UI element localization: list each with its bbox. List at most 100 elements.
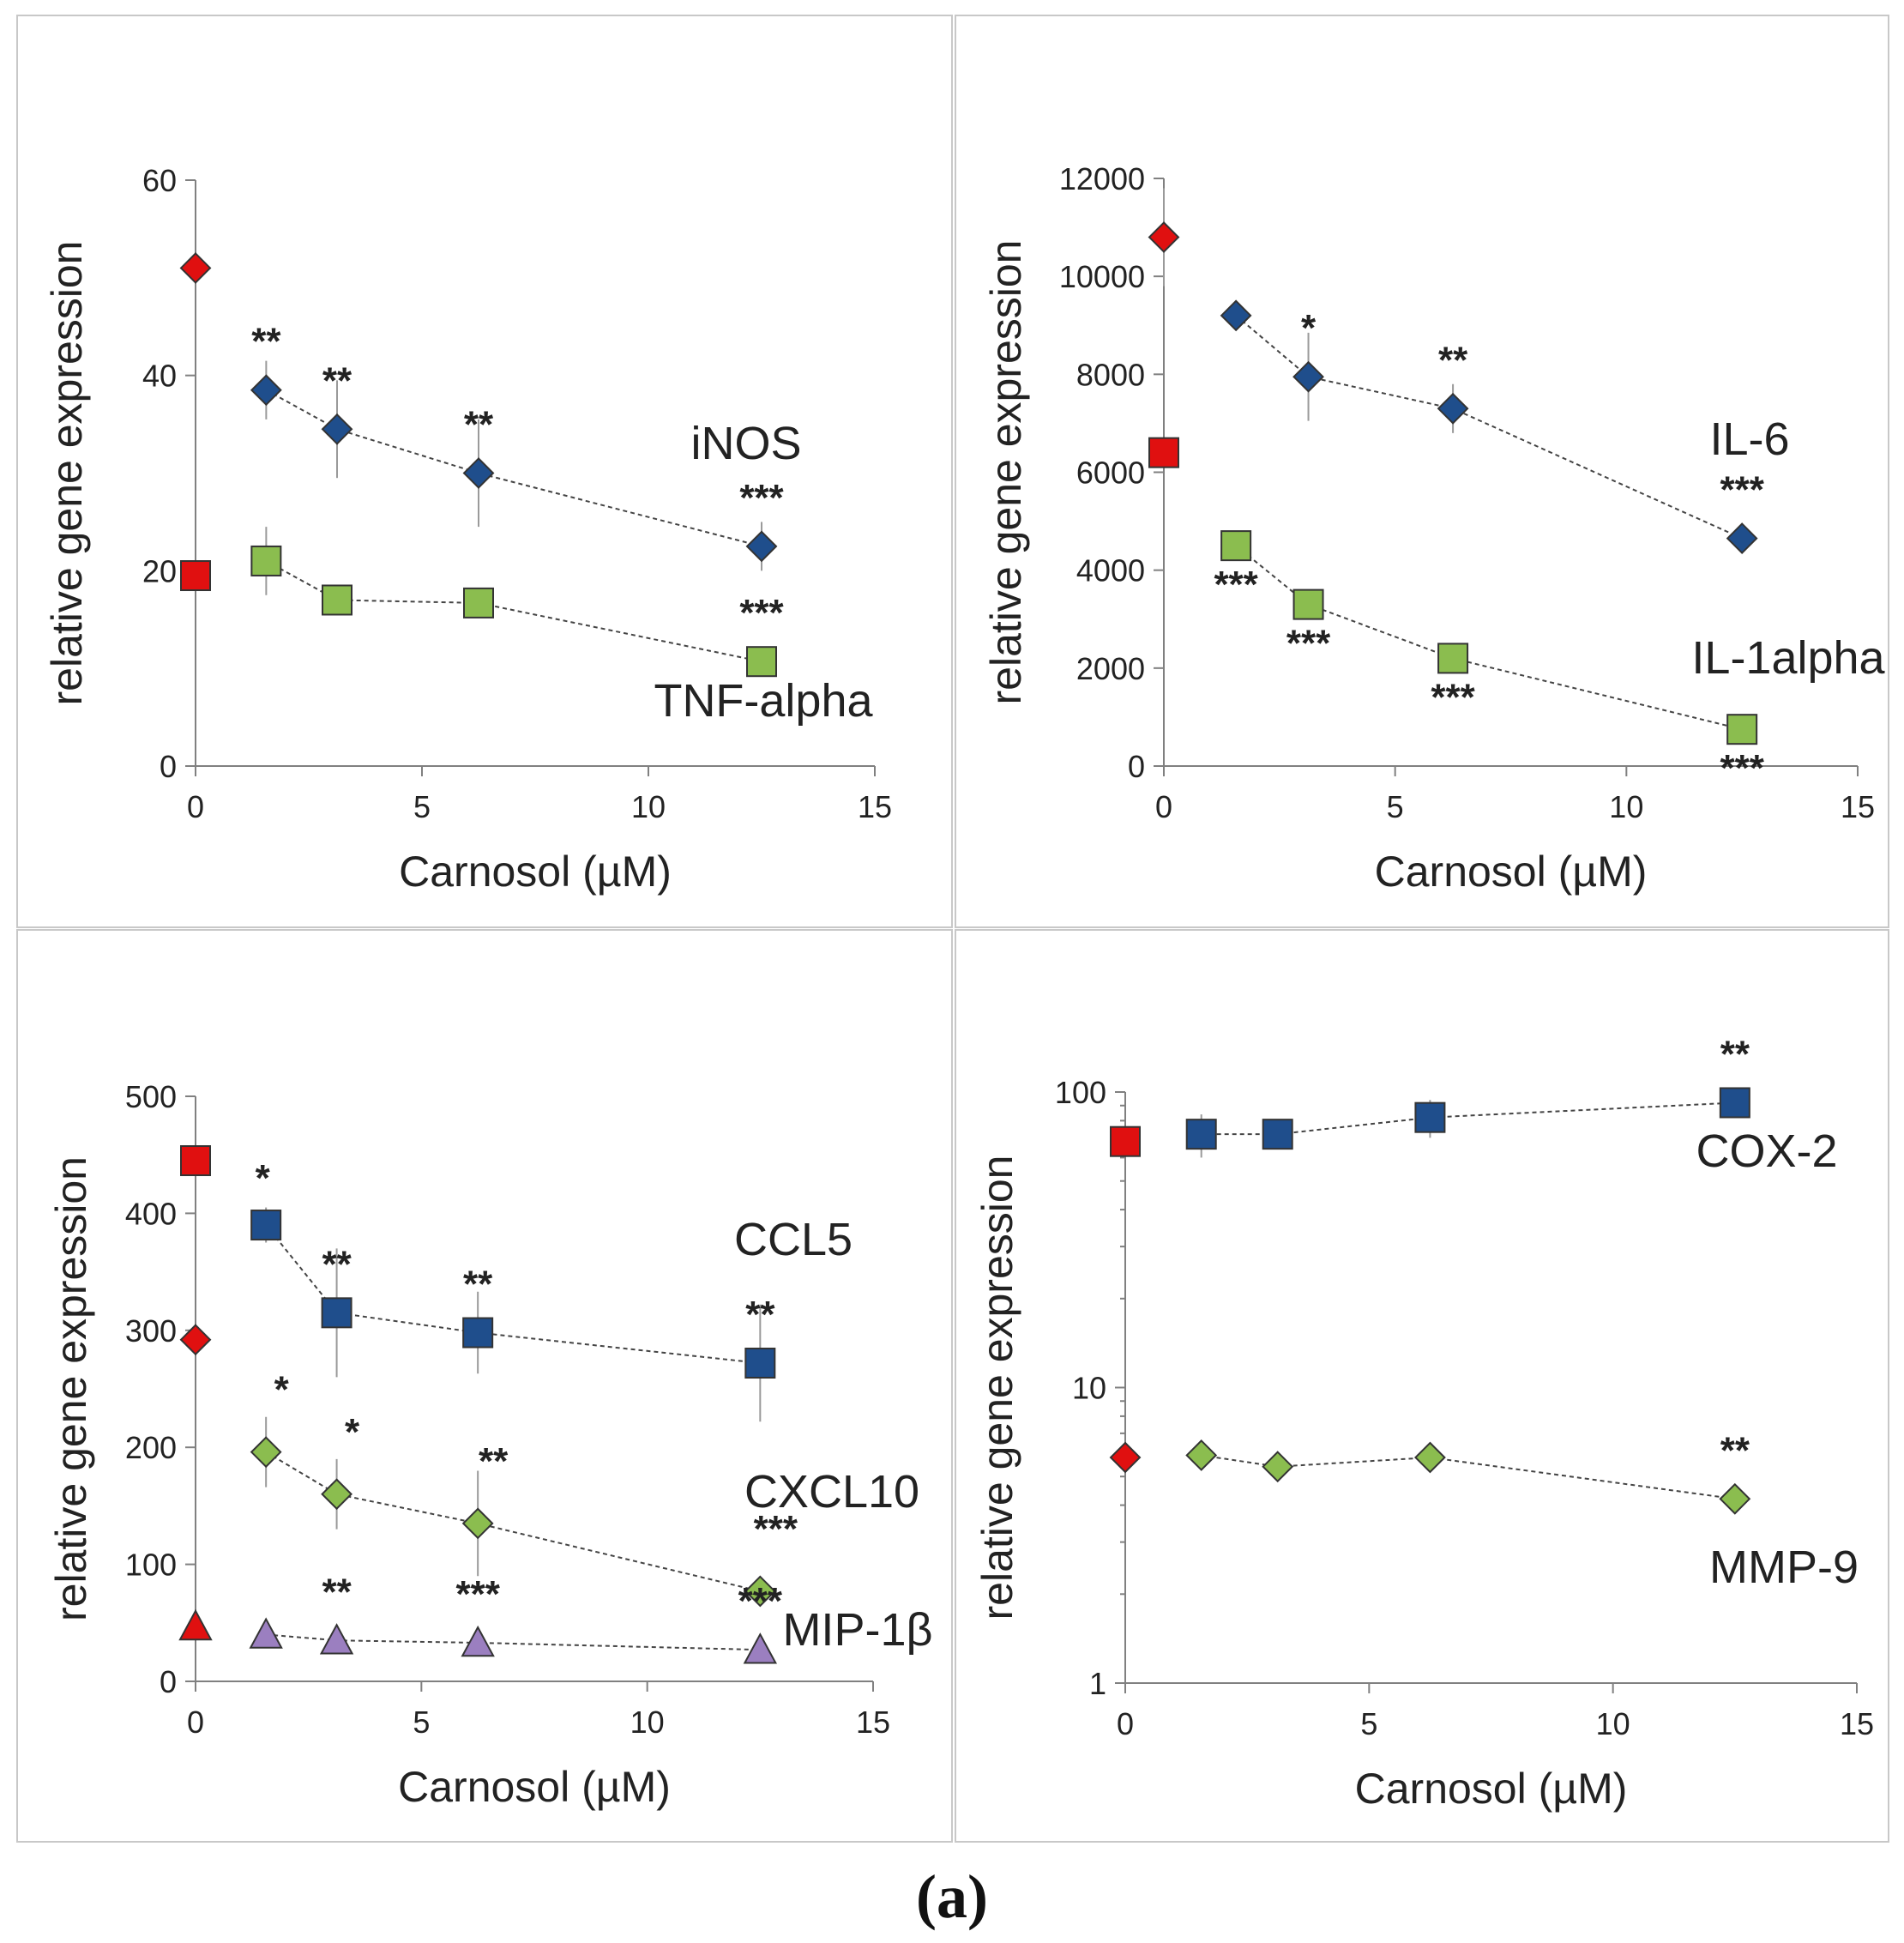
x-tick-label: 10 (1596, 1706, 1630, 1741)
y-axis-title: relative gene expression (973, 1156, 1021, 1620)
x-axis-title: Carnosol (µM) (1355, 1765, 1628, 1813)
data-point (1437, 643, 1469, 674)
panel-frame (955, 15, 1889, 928)
series-tnf-alpha: *** TNF-alpha (180, 527, 874, 727)
y-tick-label: 60 (142, 163, 177, 198)
significance-label: ** (1720, 1033, 1750, 1075)
y-tick-label: 0 (160, 1664, 177, 1699)
y-tick-label: 200 (125, 1430, 177, 1465)
control-point (1110, 1125, 1141, 1157)
y-axis-title: relative gene expression (43, 241, 91, 706)
data-point (249, 1617, 283, 1649)
significance-label: *** (1720, 469, 1764, 511)
series-il-6: ******IL-6 (1148, 188, 1790, 554)
panel-frame (955, 929, 1889, 1843)
y-tick-label: 0 (160, 749, 177, 784)
significance-label: ** (479, 1440, 509, 1482)
control-point (179, 1324, 212, 1356)
significance-label: *** (1286, 623, 1331, 665)
significance-label: ** (1720, 1429, 1750, 1471)
significance-label: ** (322, 359, 352, 401)
significance-label: * (345, 1411, 360, 1453)
significance-label: ** (1438, 339, 1468, 381)
significance-label: * (256, 1157, 271, 1199)
data-point (319, 1623, 354, 1655)
y-tick-label: 40 (142, 359, 177, 394)
panel-inos-tnf: 0 20 40 60 0 5 10 15 Carnosol (µM) relative gene … (16, 15, 953, 928)
data-point (1414, 1441, 1446, 1474)
significance-label: ** (464, 404, 494, 446)
series-line (1201, 1101, 1735, 1136)
x-tick-label: 5 (413, 1705, 430, 1740)
series-label: IL-6 (1709, 413, 1789, 465)
data-point (462, 457, 495, 489)
series-line (265, 1451, 761, 1592)
y-tick-label: 10000 (1059, 259, 1145, 294)
significance-label: *** (754, 1508, 798, 1550)
x-tick-label: 15 (856, 1705, 890, 1740)
y-tick-label: 500 (125, 1079, 177, 1114)
figure: 0 20 40 60 0 5 10 15 Carnosol (µM) relative gene … (16, 15, 1889, 1843)
y-tick-label: 100 (1055, 1075, 1106, 1110)
data-point (250, 374, 282, 407)
x-tick-label: 5 (413, 789, 431, 824)
control-point (180, 1145, 211, 1177)
x-axis-title: Carnosol (µM) (399, 848, 672, 896)
series-ccl5: *** ****CCL5 (180, 1145, 853, 1422)
x-tick-label: 0 (187, 789, 204, 824)
data-point (250, 1436, 282, 1469)
y-tick-label: 10 (1072, 1371, 1106, 1406)
data-point (461, 1507, 494, 1540)
series-line (1235, 545, 1743, 731)
x-tick-label: 0 (187, 1705, 204, 1740)
panel-cox2-mmp9: 1 10 100 0 5 10 15 Carnosol (µM) relative gene e… (955, 929, 1889, 1843)
series-cxcl10: *******CXCL10 (179, 1324, 919, 1608)
significance-label: * (1301, 307, 1317, 349)
x-tick-label: 0 (1117, 1706, 1134, 1741)
data-point (1719, 1087, 1750, 1119)
data-point (744, 1575, 776, 1608)
data-point (1185, 1119, 1217, 1150)
significance-label: *** (739, 592, 784, 634)
data-point (250, 1210, 282, 1241)
y-tick-label: 300 (125, 1313, 177, 1349)
series-label: IL-1alpha (1691, 632, 1885, 684)
data-point (1414, 1101, 1446, 1133)
data-point (1726, 522, 1758, 554)
figure-caption: (a) (916, 1862, 988, 1931)
y-tick-label: 6000 (1076, 456, 1145, 491)
series-inos: *********iNOS (179, 252, 802, 571)
data-point (322, 584, 352, 616)
series-line (265, 560, 762, 663)
x-tick-label: 15 (1841, 789, 1875, 824)
significance-label: *** (1214, 564, 1258, 606)
data-point (463, 587, 494, 619)
significance-label: ** (251, 321, 281, 363)
y-tick-label: 400 (125, 1196, 177, 1231)
series-label: iNOS (690, 418, 801, 469)
control-point (1109, 1441, 1142, 1474)
data-point (1220, 530, 1252, 562)
control-point (1148, 437, 1179, 468)
x-tick-label: 10 (630, 1705, 665, 1740)
significance-label: ** (322, 1243, 352, 1285)
y-tick-label: 8000 (1076, 357, 1145, 392)
data-point (1719, 1482, 1751, 1515)
data-point (1292, 360, 1324, 393)
y-tick-label: 2000 (1076, 651, 1145, 686)
y-tick-label: 20 (142, 553, 177, 588)
series-label: COX-2 (1696, 1125, 1837, 1177)
x-tick-label: 0 (1155, 789, 1172, 824)
x-tick-label: 5 (1387, 789, 1404, 824)
y-axis-title: relative gene expression (982, 240, 1030, 705)
data-point (743, 1632, 778, 1664)
control-point (1148, 221, 1180, 253)
series-label: MIP-1β (782, 1604, 932, 1656)
x-tick-label: 15 (858, 789, 892, 824)
panel-frame (16, 929, 953, 1843)
data-point (1726, 714, 1758, 745)
data-point (1437, 392, 1469, 425)
series-line (265, 389, 762, 547)
x-tick-label: 10 (631, 789, 666, 824)
data-point (745, 530, 778, 563)
